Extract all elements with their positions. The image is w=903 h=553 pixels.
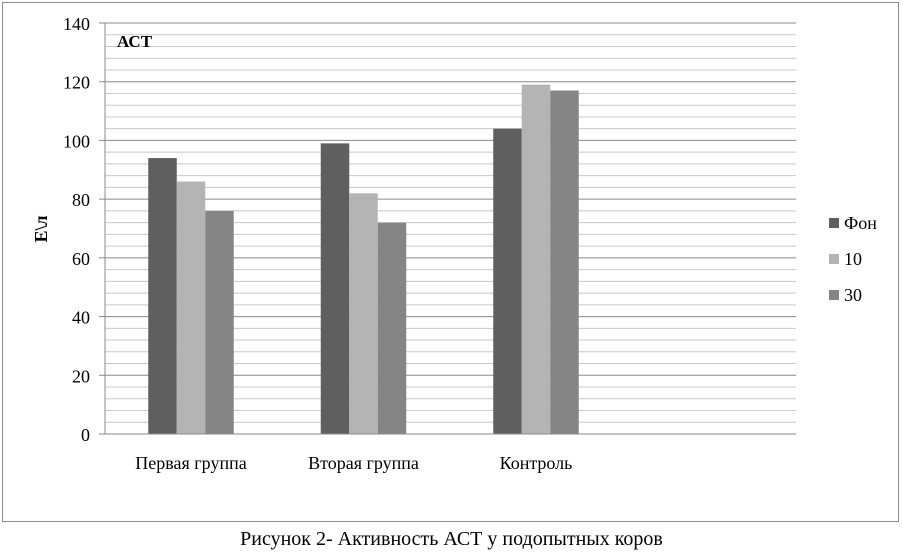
bar xyxy=(349,193,378,434)
bar-chart: 0 20 40 60 80 100 120 140 Первая группа Вторая г… xyxy=(31,14,877,473)
x-tick-label: Первая группа xyxy=(135,453,246,473)
y-tick-label: 120 xyxy=(63,73,90,93)
y-tick-label: 20 xyxy=(72,366,90,386)
y-tick-labels: 0 20 40 60 80 100 120 140 xyxy=(63,14,90,445)
y-tick-label: 140 xyxy=(63,14,90,34)
y-tick-label: 0 xyxy=(81,425,90,445)
axes xyxy=(99,22,796,435)
bar xyxy=(205,210,234,434)
y-tick-label: 100 xyxy=(63,131,90,151)
bar xyxy=(521,84,551,435)
legend-label: 10 xyxy=(844,249,862,269)
legend-swatch xyxy=(829,290,839,300)
y-tick-label: 40 xyxy=(72,308,90,328)
chart-frame xyxy=(2,2,899,522)
bar xyxy=(377,222,407,434)
x-tick-label: Контроль xyxy=(500,453,573,473)
legend-swatch xyxy=(829,218,839,228)
bar xyxy=(148,158,177,435)
legend-swatch xyxy=(829,254,839,264)
bars xyxy=(148,84,579,435)
bar xyxy=(550,90,579,435)
y-tick-label: 60 xyxy=(72,249,90,269)
x-tick-label: Вторая группа xyxy=(308,453,419,473)
legend-label: Фон xyxy=(844,213,877,233)
chart-title: АСТ xyxy=(117,32,153,51)
x-tick-labels: Первая группа Вторая группа Контроль xyxy=(135,453,572,473)
y-tick-label: 80 xyxy=(72,190,90,210)
bar xyxy=(176,181,206,434)
legend-label: 30 xyxy=(844,285,862,305)
legend: Фон 10 30 xyxy=(829,213,877,305)
bar xyxy=(493,128,522,434)
figure-caption: Рисунок 2- Активность АСТ у подопытных к… xyxy=(240,528,663,550)
y-axis-label: Е\л xyxy=(31,215,51,242)
bar xyxy=(320,143,350,434)
